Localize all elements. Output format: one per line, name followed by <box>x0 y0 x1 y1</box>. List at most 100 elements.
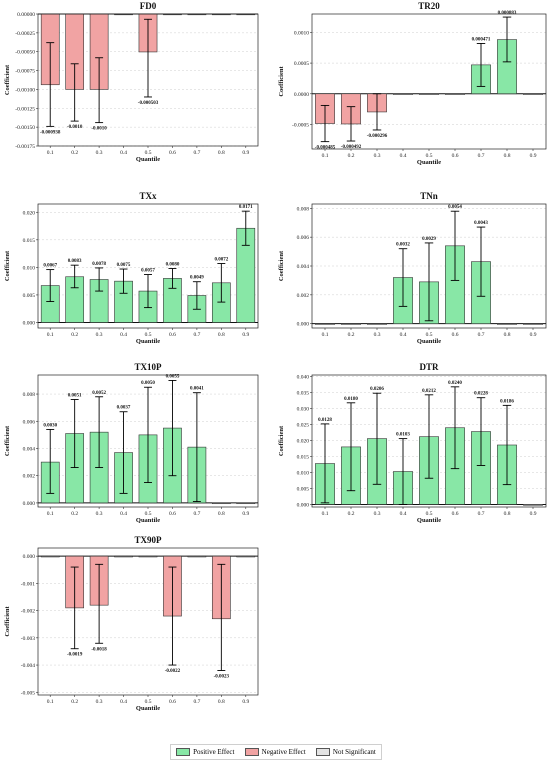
y-tick-label: -0.005 <box>21 690 35 696</box>
y-tick-label: 0.040 <box>297 375 310 381</box>
x-tick-label: 0.3 <box>374 511 381 517</box>
x-axis-label: Quantile <box>417 338 441 345</box>
data-label: 0.0206 <box>370 387 384 392</box>
y-tick-label: 0.000 <box>23 320 36 326</box>
chart-panel-tnn: TNn 0.000 0.002 0.004 0.006 0.008 0.0032 0.0029… <box>278 191 547 345</box>
x-tick-label: 0.9 <box>530 511 537 517</box>
legend: Positive Effect Negative Effect Not Sign… <box>170 744 382 760</box>
y-tick-label: 0.000 <box>297 322 310 328</box>
y-tick-label: 0.000 <box>23 501 36 507</box>
x-tick-label: 0.6 <box>169 511 176 517</box>
y-tick-label: -0.00150 <box>15 125 35 131</box>
bar-tx10p-q9 <box>236 502 256 505</box>
chart-panel-tx90p: TX90P -0.005 -0.004 -0.003 -0.002 -0.001 0.000… <box>4 535 259 712</box>
y-tick-label: -0.001 <box>21 581 35 587</box>
x-tick-label: 0.8 <box>504 332 511 338</box>
y-tick-label: 0.006 <box>23 419 36 425</box>
x-tick-label: 0.5 <box>426 153 433 159</box>
legend-item-negative: Negative Effect <box>244 748 306 756</box>
x-tick-label: 0.6 <box>169 150 176 156</box>
data-label: 0.0212 <box>422 389 436 394</box>
data-label: 0.0180 <box>344 397 358 402</box>
bar-tr20-q4 <box>393 93 413 95</box>
y-tick-label: 0.000 <box>297 502 310 508</box>
x-tick-label: 0.2 <box>348 153 355 159</box>
y-tick-label: 0.008 <box>23 392 36 398</box>
x-tick-label: 0.5 <box>145 150 152 156</box>
chart-panel-fd0: FD0 -0.00175 -0.00150 -0.00125 -0.00100 -0.00… <box>4 1 259 163</box>
y-tick-label: -0.003 <box>21 636 35 642</box>
y-tick-label: 0.005 <box>23 293 36 299</box>
data-label: 0.0080 <box>166 262 180 267</box>
x-tick-label: 0.4 <box>120 332 127 338</box>
chart-title: DTR <box>419 362 439 372</box>
chart-title: FD0 <box>140 1 157 11</box>
x-tick-label: 0.6 <box>169 332 176 338</box>
bar-tx10p-q8 <box>211 502 231 505</box>
y-tick-label: -0.00050 <box>15 50 35 56</box>
x-tick-label: 0.7 <box>193 332 200 338</box>
data-label: 0.0052 <box>92 391 106 396</box>
x-tick-label: 0.3 <box>374 153 381 159</box>
y-tick-label: 0.015 <box>23 238 36 244</box>
bar-tx90p-q5 <box>138 555 158 558</box>
data-label: 0.0037 <box>117 406 131 411</box>
y-tick-label: 0.010 <box>297 470 310 476</box>
data-label: -0.000503 <box>138 101 159 106</box>
bar-tnn-q8 <box>497 323 517 325</box>
data-label: 0.0054 <box>448 205 462 210</box>
x-tick-label: 0.4 <box>120 511 127 517</box>
data-label: 0.000883 <box>498 11 517 16</box>
x-tick-label: 0.5 <box>426 332 433 338</box>
y-axis-label: Coefficient <box>278 250 285 281</box>
x-axis-label: Quantile <box>136 517 160 524</box>
legend-label-positive: Positive Effect <box>193 748 235 756</box>
bar-tnn-q1 <box>315 323 335 325</box>
x-tick-label: 0.5 <box>145 332 152 338</box>
y-tick-label: -0.00025 <box>15 31 35 37</box>
x-tick-label: 0.1 <box>47 699 54 705</box>
y-tick-label: -0.00100 <box>15 87 35 93</box>
y-tick-label: 0.00000 <box>17 12 35 18</box>
data-label: 0.0067 <box>43 264 57 269</box>
x-axis-label: Quantile <box>136 705 160 712</box>
y-tick-label: -0.004 <box>21 663 35 669</box>
y-tick-label: -0.0005 <box>292 122 309 128</box>
legend-swatch-not-significant <box>315 748 330 756</box>
data-label: -0.0019 <box>67 653 83 658</box>
data-label: 0.0072 <box>214 258 228 263</box>
x-tick-label: 0.6 <box>452 511 459 517</box>
legend-swatch-positive <box>176 748 191 756</box>
x-tick-label: 0.2 <box>71 511 78 517</box>
x-tick-label: 0.2 <box>71 332 78 338</box>
x-tick-label: 0.2 <box>71 150 78 156</box>
x-tick-label: 0.6 <box>169 699 176 705</box>
chart-title: TNn <box>420 191 438 201</box>
legend-label-not-significant: Not Significant <box>332 748 376 756</box>
x-tick-label: 0.2 <box>348 511 355 517</box>
legend-item-positive: Positive Effect <box>176 748 234 756</box>
y-tick-label: -0.00075 <box>15 69 35 75</box>
x-axis-label: Quantile <box>136 338 160 345</box>
x-tick-label: 0.7 <box>193 699 200 705</box>
x-tick-label: 0.8 <box>218 511 225 517</box>
bar-tx90p-q7 <box>187 555 207 558</box>
y-tick-label: -0.002 <box>21 609 35 615</box>
x-tick-label: 0.1 <box>322 332 329 338</box>
x-tick-label: 0.4 <box>400 511 407 517</box>
x-tick-label: 0.8 <box>218 699 225 705</box>
data-label: 0.0240 <box>448 381 462 386</box>
x-tick-label: 0.2 <box>71 699 78 705</box>
x-tick-label: 0.3 <box>96 332 103 338</box>
bar-tnn-q3 <box>367 323 387 325</box>
y-tick-label: 0.000 <box>23 554 36 560</box>
y-tick-label: -0.00175 <box>15 144 35 150</box>
data-label: -0.0018 <box>91 647 107 652</box>
chart-panel-tx10p: TX10P 0.000 0.002 0.004 0.006 0.008 0.0030 0.00… <box>4 362 259 524</box>
data-label: 0.000471 <box>472 37 491 42</box>
legend-label-negative: Negative Effect <box>261 748 306 756</box>
x-tick-label: 0.8 <box>504 511 511 517</box>
data-label: 0.0083 <box>68 259 82 264</box>
y-axis-label: Coefficient <box>4 425 11 456</box>
y-tick-label: 0.015 <box>297 455 310 461</box>
